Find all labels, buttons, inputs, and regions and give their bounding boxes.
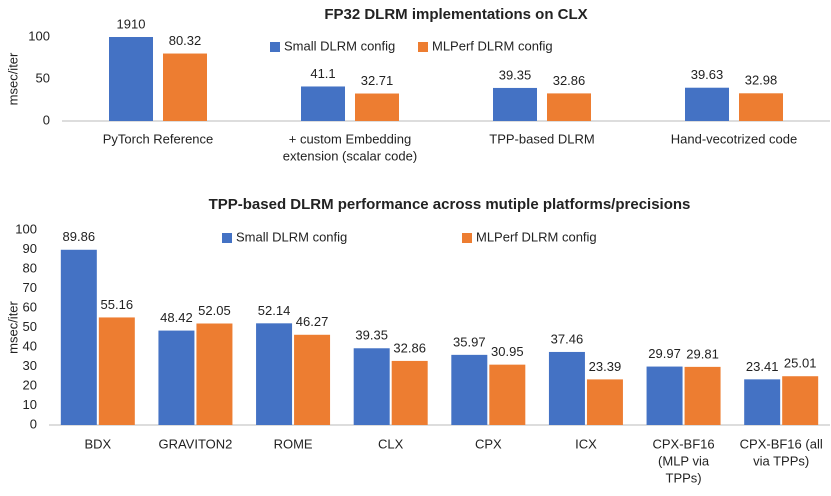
- legend-label: Small DLRM config: [284, 38, 395, 53]
- bar: [548, 351, 585, 425]
- bar: [493, 87, 537, 121]
- x-tick-label: TPPs): [666, 470, 702, 485]
- data-label: 35.97: [453, 334, 486, 349]
- x-tick-label: CLX: [378, 436, 404, 451]
- bar: [256, 323, 293, 425]
- y-tick-label: 100: [15, 221, 37, 236]
- bar: [489, 364, 526, 425]
- plot-area: [109, 37, 783, 121]
- bar: [109, 37, 153, 121]
- y-tick-label: 0: [43, 112, 50, 127]
- y-tick-label: 0: [30, 416, 37, 431]
- chart-title: FP32 DLRM implementations on CLX: [324, 6, 587, 23]
- data-label: 25.01: [784, 356, 817, 371]
- bar: [353, 348, 390, 425]
- x-tick-label: PyTorch Reference: [103, 131, 214, 146]
- bar: [685, 87, 729, 121]
- data-label: 37.46: [551, 331, 584, 346]
- data-label: 1910: [117, 16, 146, 31]
- data-label: 52.05: [198, 303, 231, 318]
- y-tick-label: 100: [28, 28, 50, 43]
- bar: [739, 93, 783, 121]
- bar: [355, 93, 399, 121]
- bar: [60, 249, 97, 425]
- data-label: 39.35: [355, 328, 388, 343]
- legend-label: MLPerf DLRM config: [432, 38, 553, 53]
- bar: [782, 376, 819, 425]
- legend-label: MLPerf DLRM config: [476, 229, 597, 244]
- legend-swatch: [270, 42, 280, 52]
- data-label: 39.63: [691, 67, 724, 82]
- y-tick-label: 10: [23, 397, 37, 412]
- legend-swatch: [222, 233, 232, 243]
- y-tick-label: 40: [23, 338, 37, 353]
- data-label: 32.71: [361, 73, 394, 88]
- x-tick-label: + custom Embedding: [289, 131, 411, 146]
- bar: [547, 93, 591, 121]
- bar: [158, 330, 195, 425]
- legend-swatch: [418, 42, 428, 52]
- y-tick-label: 20: [23, 377, 37, 392]
- x-tick-label: BDX: [84, 436, 111, 451]
- data-label: 41.1: [310, 66, 335, 81]
- bar: [294, 334, 331, 425]
- data-label: 23.41: [746, 359, 779, 374]
- bar: [196, 323, 233, 425]
- chart-title: TPP-based DLRM performance across mutipl…: [209, 196, 691, 213]
- data-label: 29.81: [686, 346, 719, 361]
- y-tick-label: 50: [36, 70, 50, 85]
- bar: [98, 317, 135, 425]
- y-tick-label: 50: [23, 319, 37, 334]
- data-label: 30.95: [491, 344, 524, 359]
- data-label: 46.27: [296, 314, 329, 329]
- data-label: 80.32: [169, 33, 202, 48]
- bar: [646, 366, 683, 425]
- y-axis-label: msec/iter: [5, 300, 20, 353]
- x-tick-label: (MLP via: [658, 453, 710, 468]
- data-label: 52.14: [258, 303, 291, 318]
- y-tick-label: 70: [23, 280, 37, 295]
- data-label: 55.16: [101, 297, 134, 312]
- legend-swatch: [462, 233, 472, 243]
- y-tick-label: 80: [23, 260, 37, 275]
- legend-label: Small DLRM config: [236, 229, 347, 244]
- bar: [391, 360, 428, 425]
- data-label: 29.97: [648, 346, 681, 361]
- x-tick-label: CPX-BF16 (all: [740, 436, 823, 451]
- bar: [301, 86, 345, 121]
- bar: [586, 379, 623, 425]
- data-label: 48.42: [160, 310, 193, 325]
- x-tick-label: Hand-vecotrized code: [671, 131, 797, 146]
- data-label: 89.86: [63, 229, 96, 244]
- x-tick-label: ROME: [274, 436, 313, 451]
- x-tick-label: CPX-BF16: [652, 436, 714, 451]
- y-tick-label: 60: [23, 299, 37, 314]
- data-label: 23.39: [589, 359, 622, 374]
- bar: [451, 354, 488, 425]
- bar: [744, 379, 781, 425]
- x-tick-label: TPP-based DLRM: [489, 131, 594, 146]
- y-tick-label: 90: [23, 241, 37, 256]
- x-tick-label: ICX: [575, 436, 597, 451]
- y-axis-label: msec/iter: [5, 52, 20, 105]
- x-tick-label: CPX: [475, 436, 502, 451]
- plot-area: [60, 249, 819, 425]
- data-label: 32.86: [393, 340, 426, 355]
- data-label: 32.86: [553, 73, 586, 88]
- data-label: 39.35: [499, 67, 532, 82]
- x-tick-label: GRAVITON2: [158, 436, 232, 451]
- x-tick-label: via TPPs): [753, 453, 809, 468]
- x-tick-label: extension (scalar code): [283, 148, 417, 163]
- bar: [684, 366, 721, 425]
- y-tick-label: 30: [23, 358, 37, 373]
- bar: [163, 53, 207, 121]
- data-label: 32.98: [745, 73, 778, 88]
